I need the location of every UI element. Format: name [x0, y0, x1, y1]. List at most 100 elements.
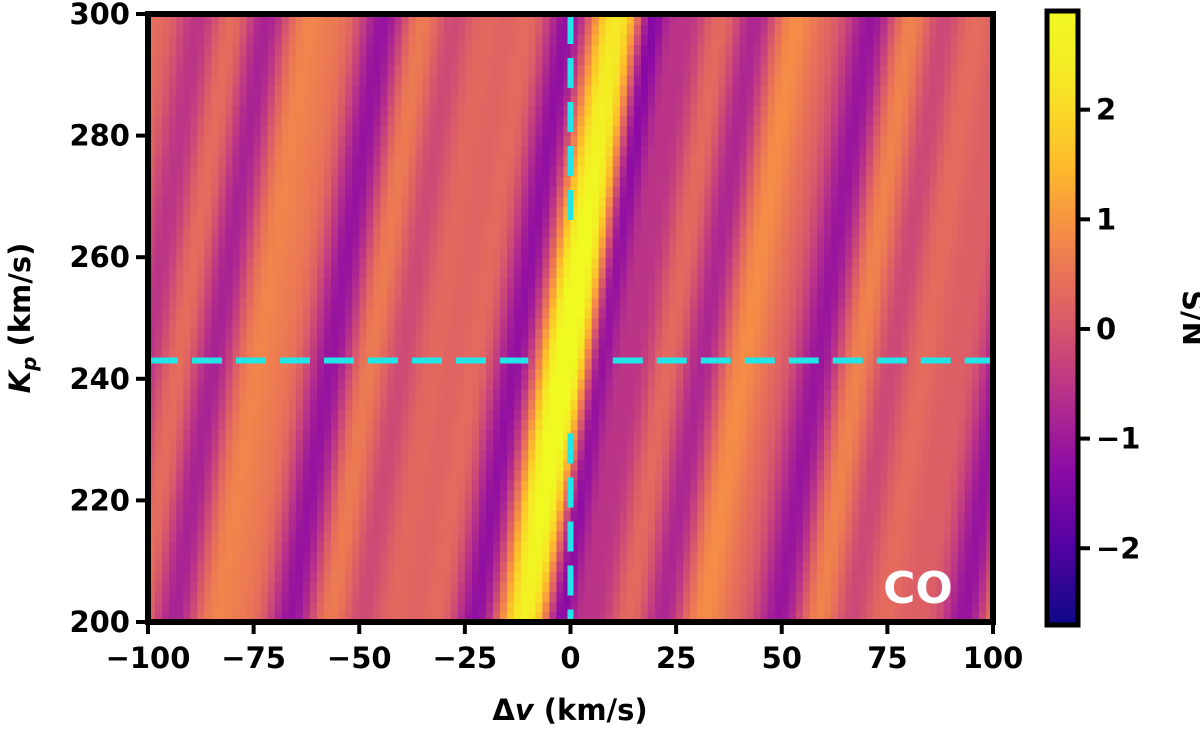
- heatmap-cell: [795, 611, 804, 622]
- heatmap-cell: [605, 540, 614, 552]
- heatmap-cell: [788, 449, 797, 461]
- heatmap-cell: [816, 490, 825, 501]
- heatmap-cell: [450, 520, 459, 532]
- heatmap-cell: [309, 540, 318, 552]
- heatmap-cell: [647, 409, 656, 420]
- heatmap-cell: [788, 368, 797, 380]
- heatmap-cell: [535, 247, 543, 258]
- heatmap-cell: [936, 257, 945, 268]
- heatmap-cell: [683, 399, 691, 410]
- heatmap-cell: [795, 328, 804, 339]
- heatmap-cell: [373, 480, 381, 491]
- heatmap-cell: [232, 358, 241, 370]
- heatmap-cell: [809, 368, 818, 380]
- heatmap-cell: [957, 551, 966, 562]
- heatmap-cell: [549, 196, 558, 208]
- heatmap-cell: [647, 388, 656, 400]
- heatmap-cell: [366, 216, 374, 228]
- heatmap-cell: [718, 419, 727, 431]
- heatmap-cell: [605, 318, 614, 329]
- heatmap-cell: [309, 287, 318, 299]
- heatmap-cell: [507, 419, 515, 431]
- heatmap-cell: [352, 540, 360, 552]
- heatmap-cell: [605, 581, 614, 593]
- heatmap-cell: [809, 328, 818, 339]
- heatmap-cell: [373, 307, 381, 319]
- heatmap-cell: [197, 611, 205, 622]
- heatmap-cell: [450, 226, 459, 238]
- heatmap-cell: [521, 591, 529, 603]
- heatmap-cell: [500, 571, 508, 583]
- heatmap-cell: [802, 581, 811, 593]
- heatmap-cell: [577, 419, 586, 431]
- heatmap-cell: [781, 399, 790, 410]
- heatmap-cell: [556, 338, 565, 349]
- heatmap-cell: [690, 247, 698, 258]
- heatmap-cell: [225, 257, 234, 268]
- heatmap-cell: [824, 328, 832, 339]
- heatmap-cell: [309, 338, 318, 349]
- heatmap-cell: [816, 338, 825, 349]
- heatmap-cell: [704, 571, 712, 583]
- heatmap-cell: [338, 530, 346, 542]
- heatmap-cell: [894, 571, 903, 583]
- heatmap-cell: [922, 277, 931, 289]
- heatmap-cell: [436, 236, 445, 248]
- heatmap-cell: [845, 257, 853, 268]
- heatmap-cell: [880, 459, 888, 471]
- heatmap-cell: [619, 551, 628, 562]
- heatmap-cell: [985, 591, 993, 603]
- heatmap-cell: [788, 510, 797, 522]
- heatmap-cell: [943, 449, 952, 461]
- heatmap-cell: [324, 429, 332, 441]
- heatmap-cell: [739, 277, 748, 289]
- heatmap-cell: [662, 429, 670, 441]
- heatmap-cell: [866, 307, 874, 319]
- heatmap-cell: [408, 571, 417, 583]
- heatmap-cell: [739, 206, 748, 218]
- heatmap-cell: [795, 459, 804, 471]
- heatmap-cell: [288, 328, 297, 339]
- heatmap-cell: [605, 490, 614, 501]
- heatmap-cell: [204, 480, 212, 491]
- heatmap-cell: [211, 297, 220, 309]
- heatmap-cell: [866, 348, 874, 360]
- heatmap-cell: [880, 439, 888, 451]
- heatmap-cell: [366, 267, 374, 279]
- heatmap-cell: [704, 277, 712, 289]
- heatmap-cell: [753, 611, 762, 622]
- heatmap-cell: [936, 236, 945, 248]
- heatmap-cell: [302, 551, 311, 562]
- heatmap-cell: [838, 318, 846, 329]
- heatmap-cell: [239, 459, 248, 471]
- heatmap-cell: [281, 561, 290, 572]
- heatmap-cell: [366, 318, 374, 329]
- heatmap-cell: [662, 318, 670, 329]
- heatmap-cell: [246, 388, 255, 400]
- heatmap-cell: [443, 510, 452, 522]
- heatmap-cell: [204, 500, 212, 512]
- heatmap-cell: [338, 348, 346, 360]
- heatmap-cell: [281, 510, 290, 522]
- heatmap-cell: [683, 439, 691, 451]
- heatmap-cell: [352, 459, 360, 471]
- heatmap-cell: [774, 540, 783, 552]
- heatmap-cell: [894, 611, 903, 622]
- heatmap-cell: [176, 307, 184, 319]
- heatmap-cell: [239, 257, 248, 268]
- heatmap-cell: [239, 196, 248, 208]
- heatmap-cell: [211, 307, 220, 319]
- heatmap-cell: [394, 358, 403, 370]
- heatmap-cell: [669, 236, 677, 248]
- heatmap-cell: [655, 277, 663, 289]
- heatmap-cell: [626, 490, 635, 501]
- heatmap-cell: [302, 459, 311, 471]
- heatmap-cell: [584, 470, 593, 481]
- heatmap-cell: [211, 459, 220, 471]
- heatmap-cell: [281, 328, 290, 339]
- heatmap-cell: [690, 439, 698, 451]
- heatmap-cell: [662, 247, 670, 258]
- heatmap-cell: [936, 429, 945, 441]
- heatmap-cell: [521, 490, 529, 501]
- heatmap-cell: [676, 520, 684, 532]
